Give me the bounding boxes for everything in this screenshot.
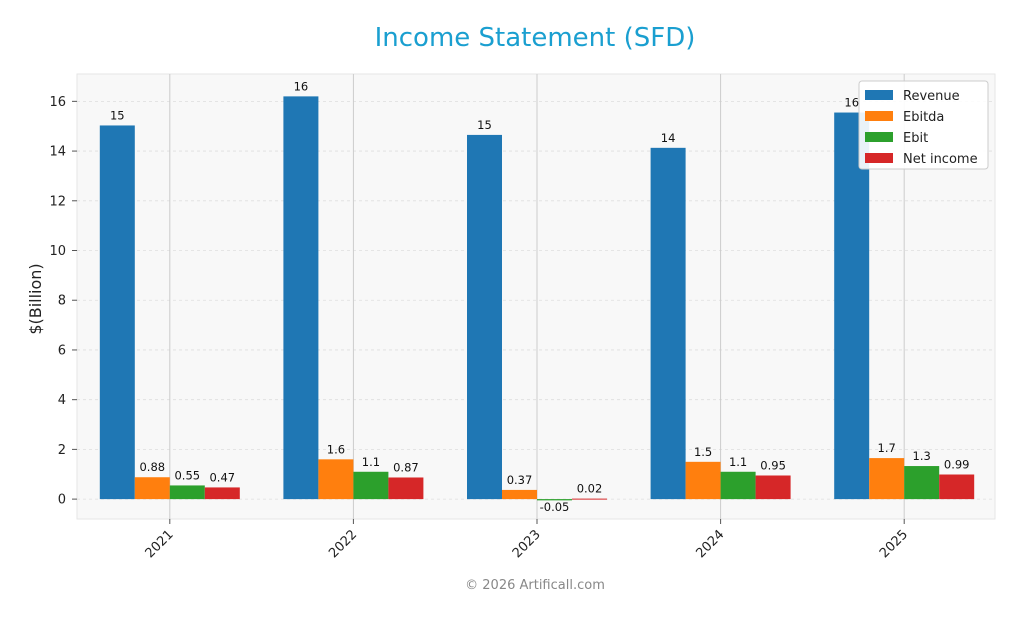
- data-label: 0.55: [174, 468, 200, 482]
- legend-box: [858, 80, 989, 170]
- data-label: 14: [661, 131, 676, 145]
- bar-net-income: [388, 477, 424, 500]
- bar-net-income: [204, 487, 240, 500]
- bar-net-income: [572, 498, 607, 500]
- x-tick-label: 2025: [877, 527, 911, 561]
- bar-revenue: [99, 125, 135, 500]
- y-tick-label: 2: [58, 443, 66, 458]
- x-tick-label: 2024: [693, 527, 727, 561]
- bar-revenue: [834, 112, 870, 500]
- bar-ebit: [904, 466, 940, 500]
- legend: Revenue Ebitda Ebit Net income: [858, 80, 989, 170]
- y-tick-label: 4: [58, 393, 66, 408]
- data-label: 16: [294, 79, 309, 93]
- bar-net-income: [939, 474, 975, 500]
- copyright-footer: © 2026 Artificall.com: [465, 578, 605, 593]
- data-label: 1.5: [694, 445, 712, 459]
- x-tick-label: 2022: [326, 527, 360, 561]
- chart-title: Income Statement (SFD): [375, 23, 696, 53]
- data-labels: 15 0.88 0.55 0.47 16 1.6 1.1 0.87 15 0.37 -0.05 0.0…: [110, 79, 970, 514]
- bar-revenue: [283, 96, 319, 500]
- bar-ebitda: [502, 489, 537, 500]
- y-tick-label: 14: [49, 145, 66, 160]
- data-label: -0.05: [540, 500, 570, 514]
- bar-ebitda: [318, 459, 354, 500]
- data-label: 0.02: [577, 482, 603, 496]
- y-tick-label: 16: [49, 95, 66, 110]
- data-label: 15: [110, 108, 125, 122]
- data-label: 16: [844, 96, 859, 110]
- bar-net-income: [755, 475, 791, 500]
- legend-swatch: [865, 90, 893, 100]
- bar-revenue: [650, 147, 686, 500]
- y-tick-label: 10: [49, 244, 66, 259]
- data-label: 0.47: [209, 470, 235, 484]
- bar-ebit: [353, 471, 389, 500]
- data-label: 1.3: [913, 449, 931, 463]
- legend-label: Revenue: [903, 89, 960, 104]
- bar-ebit: [720, 471, 756, 500]
- bars: [99, 96, 975, 501]
- legend-label: Net income: [903, 152, 978, 167]
- legend-label: Ebitda: [903, 110, 944, 125]
- bar-ebit: [169, 485, 205, 500]
- bar-ebit: [537, 499, 572, 501]
- y-tick-label: 8: [58, 294, 66, 309]
- data-label: 1.7: [878, 441, 896, 455]
- legend-label: Ebit: [903, 131, 928, 146]
- x-tick-label: 2023: [510, 527, 544, 561]
- x-tick-label: 2021: [143, 527, 177, 561]
- legend-swatch: [865, 153, 893, 163]
- data-label: 0.37: [507, 473, 533, 487]
- data-label: 15: [477, 118, 492, 132]
- data-label: 0.99: [944, 458, 970, 472]
- legend-swatch: [865, 132, 893, 142]
- y-tick-label: 0: [58, 493, 66, 508]
- data-label: 1.1: [729, 455, 747, 469]
- bar-revenue: [467, 134, 502, 500]
- bar-ebitda: [869, 458, 905, 500]
- data-label: 1.6: [327, 442, 345, 456]
- data-label: 1.1: [362, 455, 380, 469]
- bar-ebitda: [685, 461, 721, 500]
- y-tick-label: 12: [49, 194, 66, 209]
- bar-ebitda: [134, 477, 170, 500]
- y-axis-label: $(Billion): [26, 263, 45, 334]
- data-label: 0.87: [393, 460, 419, 474]
- data-label: 0.95: [760, 458, 786, 472]
- y-tick-label: 6: [58, 343, 66, 358]
- legend-swatch: [865, 111, 893, 121]
- data-label: 0.88: [139, 460, 165, 474]
